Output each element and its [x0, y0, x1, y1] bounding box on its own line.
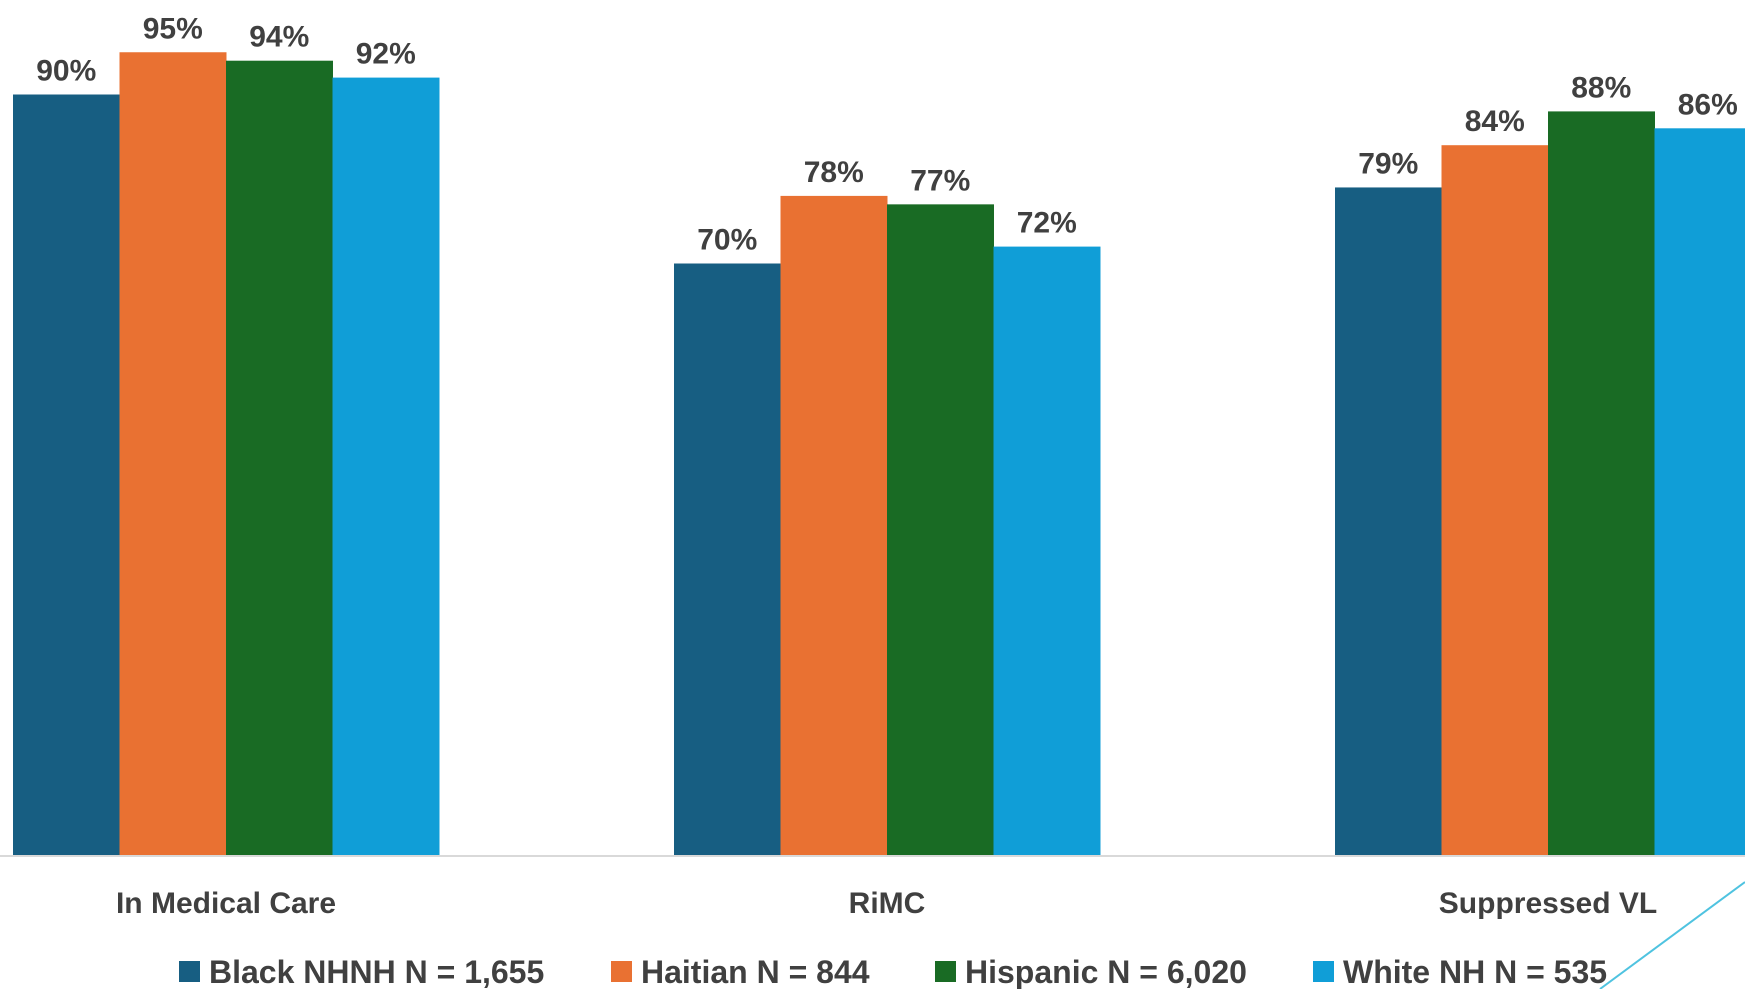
value-labels-layer: 90% 70% 79% 95% 78% 84% 94% 77% 88% 92% 72% 86% — [36, 12, 1738, 256]
bar-1-1 — [780, 195, 888, 855]
bars-layer — [13, 52, 1745, 856]
legend-swatch — [179, 961, 200, 982]
bar-3-1 — [993, 246, 1101, 856]
value-label: 78% — [804, 156, 864, 189]
legend-swatch — [935, 961, 956, 982]
value-label: 70% — [697, 224, 757, 257]
category-label: RiMC — [849, 887, 926, 920]
legend-item: Haitian N = 844 — [611, 954, 870, 989]
legend-label: Hispanic N = 6,020 — [965, 954, 1247, 989]
value-label: 79% — [1358, 147, 1418, 180]
decorative-accent-line — [1599, 881, 1745, 989]
bar-1-2 — [1441, 145, 1549, 855]
value-label: 92% — [356, 38, 416, 71]
legend-label: White NH N = 535 — [1343, 954, 1607, 989]
value-label: 84% — [1465, 105, 1525, 138]
bar-2-0 — [226, 60, 333, 855]
bar-0-2 — [1335, 187, 1442, 855]
bar-3-2 — [1654, 128, 1745, 856]
value-label: 88% — [1571, 71, 1631, 104]
legend-label: Black NHNH N = 1,655 — [209, 954, 544, 989]
value-label: 95% — [143, 12, 203, 45]
legend-item: Black NHNH N = 1,655 — [179, 954, 544, 989]
category-label: Suppressed VL — [1439, 887, 1657, 920]
value-label: 86% — [1678, 88, 1738, 121]
legend: Black NHNH N = 1,655 Haitian N = 844 Hispa… — [179, 954, 1607, 989]
value-label: 90% — [36, 55, 96, 88]
legend-label: Haitian N = 844 — [641, 954, 870, 989]
bar-0-0 — [13, 94, 120, 855]
category-label: In Medical Care — [116, 887, 336, 920]
value-label: 77% — [910, 164, 970, 197]
legend-item: Hispanic N = 6,020 — [935, 954, 1247, 989]
bar-2-1 — [887, 204, 994, 856]
bar-1-0 — [119, 52, 227, 855]
category-labels-layer: In Medical Care RiMC Suppressed VL — [116, 887, 1657, 920]
legend-swatch — [611, 961, 632, 982]
bar-0-1 — [674, 263, 781, 855]
legend-swatch — [1313, 961, 1334, 982]
bar-2-2 — [1548, 111, 1655, 855]
value-label: 94% — [249, 21, 309, 54]
legend-item: White NH N = 535 — [1313, 954, 1607, 989]
value-label: 72% — [1017, 207, 1077, 240]
bar-3-0 — [332, 77, 440, 856]
